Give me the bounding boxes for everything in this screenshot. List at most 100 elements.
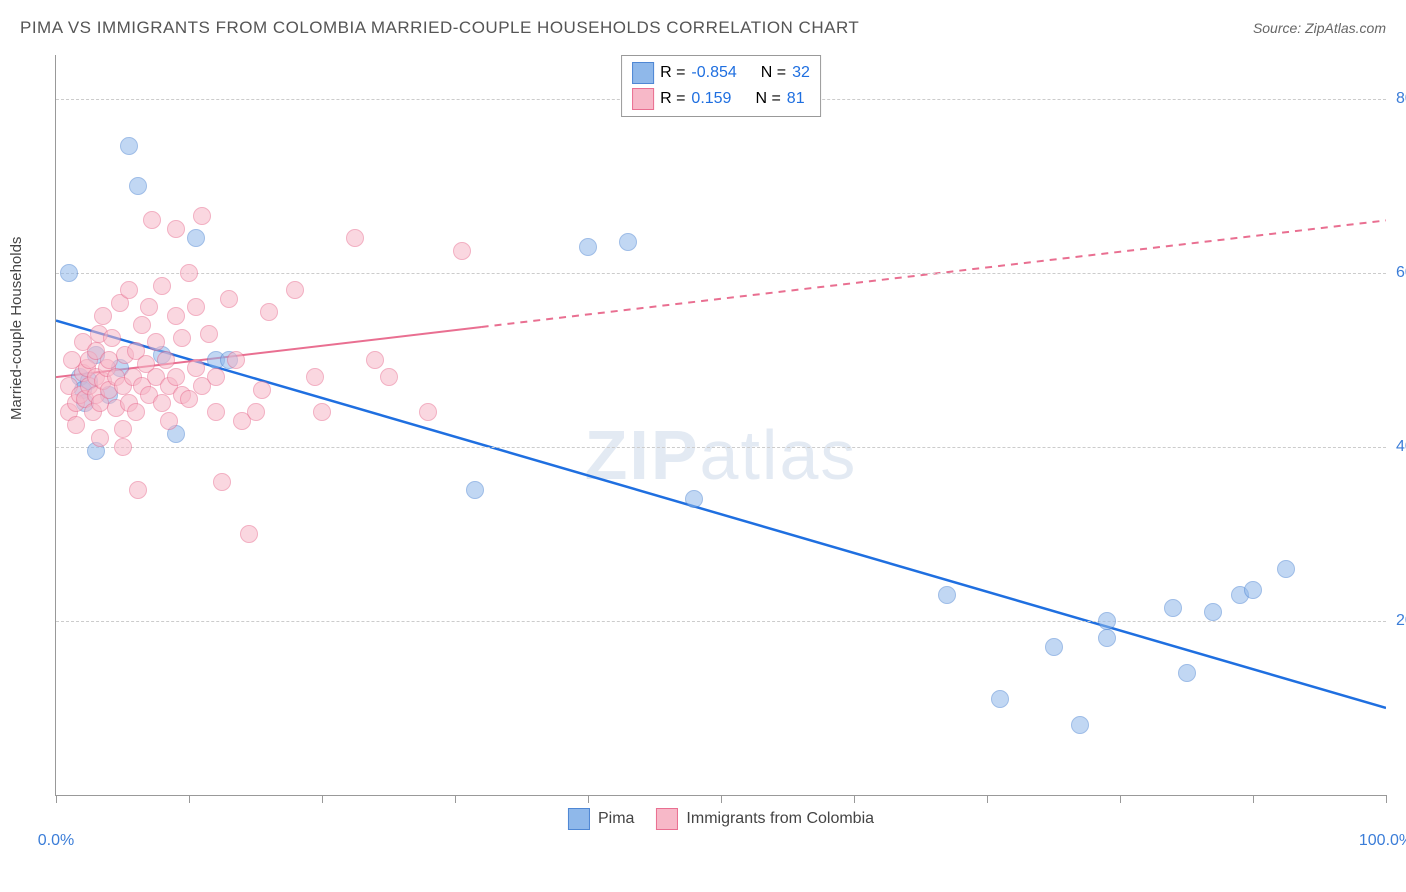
swatch-series-0 — [632, 62, 654, 84]
x-tick-label: 100.0% — [1359, 832, 1406, 850]
data-point — [114, 420, 132, 438]
x-tick — [1253, 795, 1254, 803]
data-point — [247, 403, 265, 421]
data-point — [366, 351, 384, 369]
gridline — [56, 621, 1386, 622]
data-point — [991, 690, 1009, 708]
x-tick — [322, 795, 323, 803]
watermark: ZIPatlas — [585, 415, 858, 495]
x-tick-label: 0.0% — [38, 832, 74, 850]
data-point — [220, 290, 238, 308]
x-tick — [455, 795, 456, 803]
data-point — [91, 429, 109, 447]
data-point — [453, 242, 471, 260]
data-point — [619, 233, 637, 251]
data-point — [240, 525, 258, 543]
data-point — [380, 368, 398, 386]
data-point — [1244, 581, 1262, 599]
data-point — [180, 390, 198, 408]
data-point — [67, 416, 85, 434]
data-point — [120, 137, 138, 155]
x-tick — [987, 795, 988, 803]
data-point — [103, 329, 121, 347]
y-tick-label: 60.0% — [1396, 264, 1406, 282]
data-point — [160, 412, 178, 430]
y-tick-label: 80.0% — [1396, 90, 1406, 108]
swatch-series-0 — [568, 808, 590, 830]
legend-stats-row: R = 0.159 N = 81 — [632, 86, 810, 112]
legend-stats: R = -0.854 N = 32 R = 0.159 N = 81 — [621, 55, 821, 117]
data-point — [286, 281, 304, 299]
data-point — [173, 329, 191, 347]
legend-item-0: Pima — [568, 808, 634, 830]
data-point — [180, 264, 198, 282]
data-point — [167, 220, 185, 238]
x-tick — [189, 795, 190, 803]
data-point — [143, 211, 161, 229]
data-point — [193, 207, 211, 225]
chart-header: PIMA VS IMMIGRANTS FROM COLOMBIA MARRIED… — [20, 18, 1386, 38]
data-point — [227, 351, 245, 369]
data-point — [313, 403, 331, 421]
data-point — [167, 307, 185, 325]
data-point — [306, 368, 324, 386]
data-point — [153, 394, 171, 412]
data-point — [685, 490, 703, 508]
x-tick — [56, 795, 57, 803]
y-tick-label: 40.0% — [1396, 438, 1406, 456]
data-point — [60, 264, 78, 282]
x-tick — [1120, 795, 1121, 803]
trendlines-svg — [56, 55, 1386, 795]
data-point — [147, 333, 165, 351]
data-point — [167, 368, 185, 386]
legend-stats-row: R = -0.854 N = 32 — [632, 60, 810, 86]
y-axis-label: Married-couple Households — [8, 237, 25, 420]
data-point — [1098, 612, 1116, 630]
chart-title: PIMA VS IMMIGRANTS FROM COLOMBIA MARRIED… — [20, 18, 859, 38]
data-point — [260, 303, 278, 321]
data-point — [938, 586, 956, 604]
data-point — [127, 403, 145, 421]
data-point — [579, 238, 597, 256]
data-point — [1098, 629, 1116, 647]
data-point — [187, 298, 205, 316]
x-tick — [854, 795, 855, 803]
data-point — [187, 359, 205, 377]
x-tick — [588, 795, 589, 803]
x-tick — [721, 795, 722, 803]
x-tick — [1386, 795, 1387, 803]
data-point — [1164, 599, 1182, 617]
data-point — [153, 277, 171, 295]
chart-source: Source: ZipAtlas.com — [1253, 20, 1386, 36]
data-point — [1277, 560, 1295, 578]
data-point — [187, 229, 205, 247]
data-point — [466, 481, 484, 499]
data-point — [253, 381, 271, 399]
data-point — [200, 325, 218, 343]
data-point — [207, 403, 225, 421]
legend-bottom: Pima Immigrants from Colombia — [568, 808, 874, 830]
data-point — [129, 481, 147, 499]
data-point — [140, 298, 158, 316]
gridline — [56, 273, 1386, 274]
plot-area: ZIPatlas R = -0.854 N = 32 R = 0.159 N =… — [55, 55, 1386, 796]
y-tick-label: 20.0% — [1396, 612, 1406, 630]
data-point — [1178, 664, 1196, 682]
swatch-series-1 — [632, 88, 654, 110]
gridline — [56, 447, 1386, 448]
data-point — [1045, 638, 1063, 656]
data-point — [114, 438, 132, 456]
data-point — [94, 307, 112, 325]
data-point — [346, 229, 364, 247]
data-point — [133, 316, 151, 334]
legend-item-1: Immigrants from Colombia — [656, 808, 874, 830]
data-point — [207, 368, 225, 386]
data-point — [129, 177, 147, 195]
data-point — [213, 473, 231, 491]
data-point — [419, 403, 437, 421]
swatch-series-1 — [656, 808, 678, 830]
data-point — [1204, 603, 1222, 621]
data-point — [1071, 716, 1089, 734]
data-point — [120, 281, 138, 299]
data-point — [157, 351, 175, 369]
